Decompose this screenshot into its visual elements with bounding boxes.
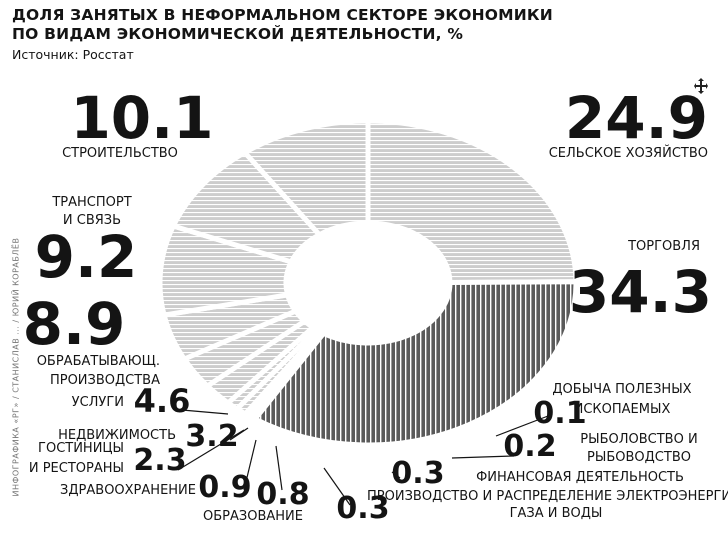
chart-title-line1: ДОЛЯ ЗАНЯТЫХ В НЕФОРМАЛЬНОМ СЕКТОРЕ ЭКОН…: [12, 6, 553, 24]
category-label-9: НЕДВИЖИМОСТЬ: [58, 428, 176, 443]
value-label-11: 8.9: [23, 290, 126, 358]
value-label-4: 0.3: [391, 456, 444, 491]
category-label-1: ТОРГОВЛЯ: [627, 239, 700, 254]
slices-group: [157, 118, 579, 448]
leader-lines: [177, 409, 549, 506]
value-label-13: 10.1: [70, 84, 213, 152]
value-label-9: 3.2: [185, 419, 238, 454]
leader-line-8: [177, 429, 245, 471]
category-label-8-line2: И РЕСТОРАНЫ: [29, 461, 124, 476]
value-label-2: 0.1: [533, 396, 586, 431]
category-label-3-line2: РЫБОВОДСТВО: [587, 450, 691, 465]
category-label-13: СТРОИТЕЛЬСТВО: [62, 146, 178, 161]
chart-title: ДОЛЯ ЗАНЯТЫХ В НЕФОРМАЛЬНОМ СЕКТОРЕ ЭКОН…: [12, 6, 612, 44]
value-label-10: 4.6: [134, 382, 191, 420]
category-label-5-line2: ГАЗА И ВОДЫ: [510, 506, 603, 521]
leader-line-10: [181, 409, 229, 415]
leader-line-7: [243, 439, 257, 491]
slice-1: [251, 279, 579, 448]
leader-line-5: [323, 467, 351, 506]
category-label-12-line2: И СВЯЗЬ: [63, 213, 121, 228]
value-label-7: 0.9: [198, 470, 251, 505]
category-label-0: СЕЛЬСКОЕ ХОЗЯЙСТВО: [549, 145, 708, 161]
move-cursor-icon: [694, 78, 708, 94]
value-label-0: 24.9: [565, 84, 708, 152]
category-label-7: ЗДРАВООХРАНЕНИЕ: [60, 483, 196, 498]
category-label-2-line1: ДОБЫЧА ПОЛЕЗНЫХ: [552, 382, 691, 397]
chart-source: Источник: Росстат: [12, 47, 134, 62]
slice-13: [240, 118, 371, 238]
category-label-3-line1: РЫБОЛОВСТВО И: [580, 432, 697, 447]
value-label-8: 2.3: [133, 443, 186, 478]
category-label-12-line1: ТРАНСПОРТ: [51, 195, 131, 210]
category-label-6: ОБРАЗОВАНИЕ: [203, 509, 303, 524]
slice-0: [365, 118, 579, 286]
category-label-10: УСЛУГИ: [72, 395, 124, 410]
chart-title-line2: ПО ВИДАМ ЭКОНОМИЧЕСКОЙ ДЕЯТЕЛЬНОСТИ, %: [12, 25, 464, 43]
leader-line-2: [495, 415, 549, 437]
category-label-4: ФИНАНСОВАЯ ДЕЯТЕЛЬНОСТЬ: [476, 470, 684, 485]
category-label-11-line1: ОБРАБАТЫВАЮЩ.: [37, 354, 160, 369]
value-label-6: 0.8: [256, 477, 309, 512]
value-label-1: 34.3: [569, 258, 712, 326]
category-label-8-line1: ГОСТИНИЦЫ: [38, 441, 124, 456]
leader-line-3: [451, 455, 515, 459]
value-label-3: 0.2: [503, 429, 556, 464]
leader-line-9: [229, 427, 249, 441]
value-label-12: 9.2: [35, 223, 138, 291]
category-label-11-line2: ПРОИЗВОДСТВА: [50, 373, 160, 388]
category-label-5-line1: ПРОИЗВОДСТВО И РАСПРЕДЕЛЕНИЕ ЭЛЕКТРОЭНЕР…: [367, 489, 728, 504]
category-label-2-line2: ИСКОПАЕМЫХ: [574, 402, 671, 417]
leader-line-6: [275, 445, 283, 491]
value-label-5: 0.3: [336, 491, 389, 526]
leader-line-4: [391, 471, 401, 479]
